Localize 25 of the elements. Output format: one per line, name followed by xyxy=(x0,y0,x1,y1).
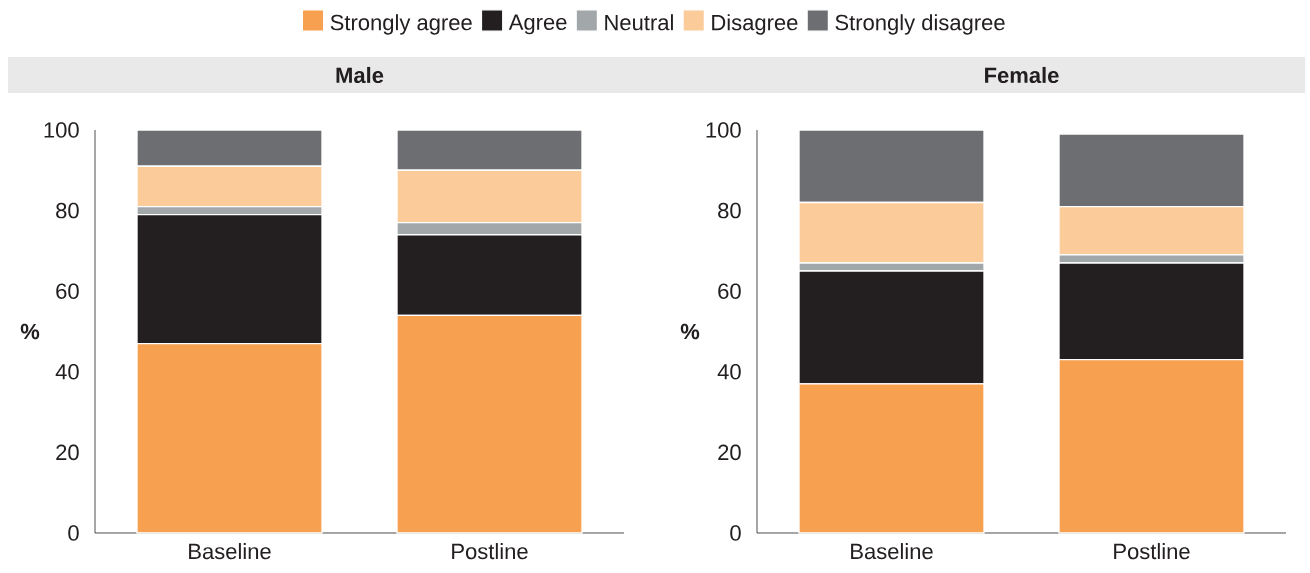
x-tick-label: Postline xyxy=(1114,543,1190,560)
y-tick-label: 0 xyxy=(730,525,741,541)
legend-label: Disagree xyxy=(712,14,798,35)
legend-label: Strongly disagree xyxy=(835,14,1005,35)
y-tick-label: 80 xyxy=(718,202,741,219)
chart-title: Male xyxy=(336,66,384,84)
chart-title: Female xyxy=(985,66,1059,84)
y-tick-label: 80 xyxy=(56,202,79,219)
legend-label: Agree xyxy=(508,14,567,35)
y-tick-label: 40 xyxy=(55,363,79,380)
legend-label: Strongly agree xyxy=(330,14,472,35)
x-tick-label: Baseline xyxy=(851,543,933,560)
y-tick-label: 40 xyxy=(717,363,741,380)
y-tick-label: 20 xyxy=(56,444,79,461)
x-tick-label: Postline xyxy=(452,543,528,560)
y-tick-label: 0 xyxy=(68,525,79,541)
x-tick-label: Baseline xyxy=(189,543,271,560)
y-tick-label: 100 xyxy=(44,122,79,138)
y-tick-label: 60 xyxy=(718,283,741,299)
y-tick-label: 60 xyxy=(56,283,79,299)
y-axis-title: % xyxy=(680,323,700,340)
y-tick-label: 20 xyxy=(718,444,741,461)
y-tick-label: 100 xyxy=(706,122,741,138)
legend-label: Neutral xyxy=(605,14,673,31)
y-axis-title: % xyxy=(20,323,40,340)
